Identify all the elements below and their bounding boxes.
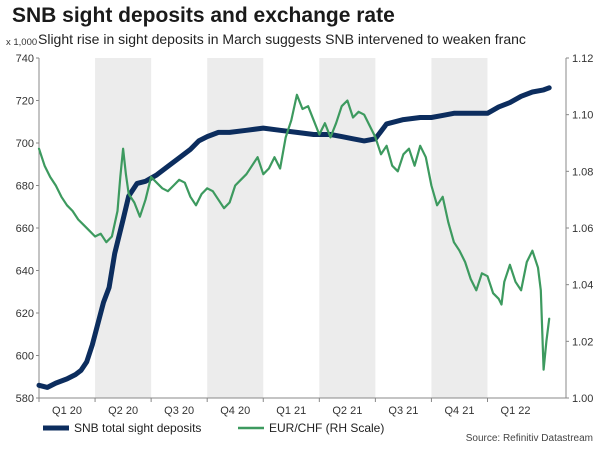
x-tick-label: Q1 20 xyxy=(52,405,82,417)
x-tick-label: Q1 21 xyxy=(276,405,306,417)
left-axis-unit: x 1,000 xyxy=(6,37,38,48)
x-tick-label: Q2 21 xyxy=(332,405,362,417)
right-tick-label: 1.00 xyxy=(572,393,593,405)
right-tick-label: 1.04 xyxy=(572,280,593,292)
series-lines xyxy=(36,85,552,390)
left-tick-label: 680 xyxy=(16,181,34,193)
right-tick-label: 1.02 xyxy=(572,336,593,348)
right-tick-label: 1.10 xyxy=(572,110,593,122)
chart-title: SNB sight deposits and exchange rate xyxy=(12,4,395,27)
chart-subtitle: Slight rise in sight deposits in March s… xyxy=(38,31,526,47)
x-tick-label: Q2 20 xyxy=(108,405,138,417)
x-tick-label: Q4 20 xyxy=(220,405,250,417)
series-line-sight-deposits xyxy=(36,85,552,390)
left-tick-label: 720 xyxy=(16,96,34,108)
shaded-quarter-band xyxy=(207,58,264,398)
left-tick-label: 660 xyxy=(16,223,34,235)
legend-label: EUR/CHF (RH Scale) xyxy=(269,421,384,435)
legend-label: SNB total sight deposits xyxy=(74,421,201,435)
legend: SNB total sight deposits EUR/CHF (RH Scal… xyxy=(43,421,384,435)
left-tick-label: 620 xyxy=(16,308,34,320)
shaded-quarter-band xyxy=(319,58,376,398)
x-tick-label: Q4 21 xyxy=(444,405,474,417)
right-tick-label: 1.08 xyxy=(572,166,593,178)
source-note: Source: Refinitiv Datastream xyxy=(465,433,593,444)
series-line-eurchf xyxy=(37,93,551,371)
right-tick-label: 1.12 xyxy=(572,53,593,65)
x-tick-label: Q1 22 xyxy=(501,405,531,417)
left-tick-label: 600 xyxy=(16,351,34,363)
quarter-shading xyxy=(95,58,488,398)
x-tick-label: Q3 21 xyxy=(388,405,418,417)
axes: 580 600 620 640 660 680 700 720 740 1.00 1.02 1.04 1… xyxy=(16,53,594,417)
left-tick-label: 640 xyxy=(16,266,34,278)
left-tick-label: 740 xyxy=(16,53,34,65)
x-tick-label: Q3 20 xyxy=(164,405,194,417)
shaded-quarter-band xyxy=(431,58,488,398)
right-tick-label: 1.06 xyxy=(572,223,593,235)
left-tick-label: 700 xyxy=(16,138,34,150)
left-tick-label: 580 xyxy=(16,393,34,405)
